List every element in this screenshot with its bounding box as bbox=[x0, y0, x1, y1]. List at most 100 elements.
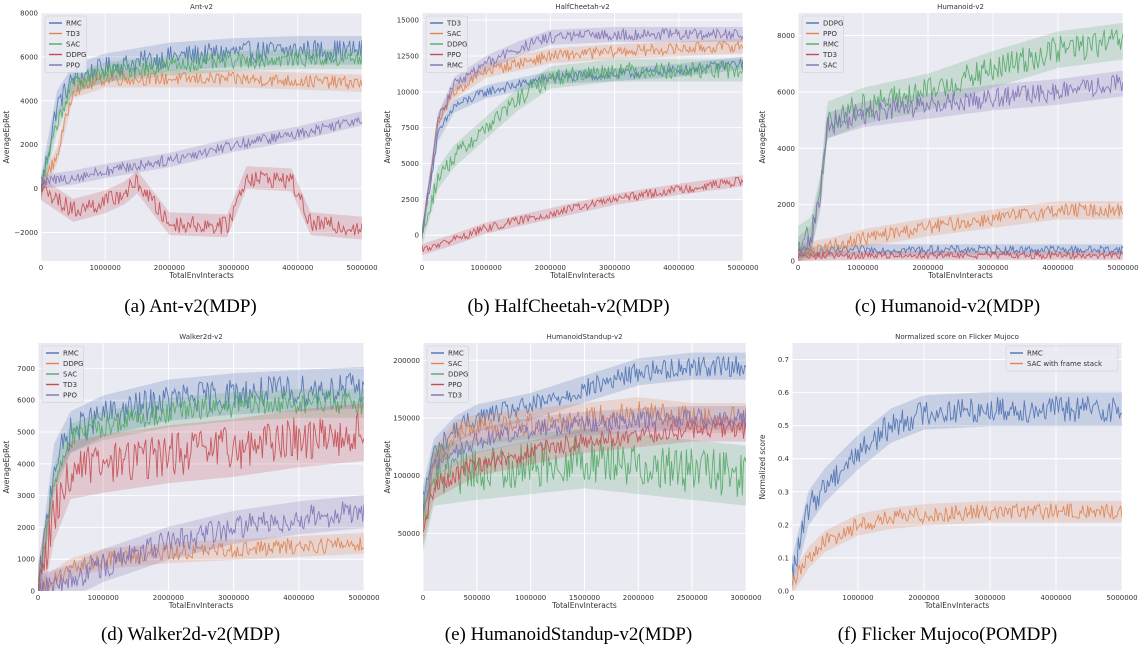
series-band bbox=[423, 417, 746, 546]
x-tick-label: 4000000 bbox=[282, 264, 313, 272]
series-ddpg bbox=[422, 59, 743, 247]
chart-svg: 0 1000000 2000000 3000000 4000000 5000000 −200… bbox=[2, 3, 378, 280]
y-tick-label: 1000 bbox=[17, 556, 35, 564]
series-ppo bbox=[422, 175, 743, 256]
series-line bbox=[423, 437, 746, 521]
y-tick-label: 6000 bbox=[777, 88, 795, 96]
y-tick-label: 6000 bbox=[20, 53, 38, 61]
figure-caption: (b) HalfCheetah-v2(MDP) bbox=[467, 296, 670, 317]
y-tick-label: 0 bbox=[791, 258, 795, 266]
series-sac-with-frame-stack bbox=[792, 500, 1122, 591]
y-tick-label: 0.7 bbox=[778, 356, 789, 364]
legend-label: SAC bbox=[448, 360, 462, 368]
x-tick-label: 0 bbox=[790, 594, 794, 602]
y-tick-label: 3000 bbox=[17, 492, 35, 500]
series-rmc bbox=[423, 352, 746, 513]
y-tick-label: 10000 bbox=[397, 88, 419, 96]
legend-label: RMC bbox=[823, 41, 839, 49]
y-tick-label: 0.2 bbox=[778, 521, 789, 529]
x-axis-label: TotalEnvInteracts bbox=[927, 271, 993, 280]
series-line bbox=[41, 50, 362, 192]
y-tick-label: 12500 bbox=[397, 53, 419, 61]
legend-label: RMC bbox=[66, 20, 82, 28]
x-tick-label: 500000 bbox=[463, 594, 490, 602]
y-axis-label: AverageEpRet bbox=[383, 111, 392, 164]
x-tick-label: 5000000 bbox=[727, 264, 758, 272]
x-tick-label: 2000000 bbox=[908, 594, 939, 602]
y-tick-label: 200000 bbox=[393, 357, 420, 365]
y-tick-label: 4000 bbox=[17, 460, 35, 468]
figure-caption: (e) HumanoidStandup-v2(MDP) bbox=[444, 624, 693, 645]
x-tick-label: 4000000 bbox=[1042, 264, 1073, 272]
series-rmc bbox=[422, 27, 743, 243]
x-tick-label: 2000000 bbox=[153, 594, 184, 602]
legend-label: TD3 bbox=[62, 381, 77, 389]
legend: TD3 SAC DDPG PPO RMC bbox=[425, 15, 468, 73]
y-axis-label: AverageEpRet bbox=[758, 111, 767, 164]
x-tick-label: 3000000 bbox=[599, 264, 630, 272]
chart-title: Normalized score on Flicker Mujoco bbox=[895, 333, 1019, 341]
x-tick-label: 2000000 bbox=[623, 594, 654, 602]
y-tick-label: 0 bbox=[34, 185, 38, 193]
series-ppo bbox=[38, 495, 364, 591]
x-tick-label: 0 bbox=[36, 594, 40, 602]
x-axis-label: TotalEnvInteracts bbox=[168, 271, 234, 280]
y-tick-label: 0.4 bbox=[778, 455, 790, 463]
x-tick-label: 5000000 bbox=[346, 264, 377, 272]
x-tick-label: 4000000 bbox=[283, 594, 314, 602]
series-band bbox=[38, 495, 364, 591]
chart-panel: 0 1000000 2000000 3000000 4000000 5000000 −200… bbox=[0, 0, 380, 290]
y-tick-label: 100000 bbox=[393, 472, 420, 480]
series-band bbox=[41, 166, 362, 240]
chart-title: Walker2d-v2 bbox=[179, 333, 223, 341]
series-sac bbox=[38, 388, 364, 591]
legend: RMC SAC DDPG PPO TD3 bbox=[426, 345, 469, 403]
series-line bbox=[41, 169, 362, 237]
series-ddpg bbox=[423, 428, 746, 552]
series-ddpg bbox=[38, 533, 364, 591]
y-tick-label: 150000 bbox=[393, 414, 420, 422]
chart-panel: 0 1000000 2000000 3000000 4000000 5000000 0.0 0… bbox=[756, 330, 1138, 620]
series-line bbox=[38, 537, 364, 591]
y-tick-label: 0.1 bbox=[778, 554, 789, 562]
legend-label: PPO bbox=[448, 381, 462, 389]
y-tick-label: 8000 bbox=[777, 32, 795, 40]
y-tick-label: 4000 bbox=[20, 97, 38, 105]
legend-label: TD3 bbox=[446, 20, 461, 28]
series-line bbox=[38, 391, 364, 591]
figure-caption: (a) Ant-v2(MDP) bbox=[124, 296, 257, 317]
y-tick-label: 2000 bbox=[20, 141, 38, 149]
x-tick-label: 3000000 bbox=[977, 264, 1008, 272]
y-tick-label: 6000 bbox=[17, 397, 35, 405]
x-tick-label: 2000000 bbox=[535, 264, 566, 272]
series-td3 bbox=[38, 403, 364, 591]
series-ddpg bbox=[41, 166, 362, 240]
series-band bbox=[423, 428, 746, 552]
series-line bbox=[422, 27, 743, 233]
x-tick-label: 0 bbox=[421, 594, 425, 602]
figure-caption: (d) Walker2d-v2(MDP) bbox=[100, 624, 281, 645]
chart-title: HalfCheetah-v2 bbox=[555, 3, 609, 11]
series-line bbox=[38, 412, 364, 591]
y-tick-label: 4000 bbox=[777, 145, 795, 153]
series-band bbox=[422, 59, 743, 247]
chart-panel: 0 1000000 2000000 3000000 4000000 5000000 0 100… bbox=[0, 330, 380, 620]
x-tick-label: 2000000 bbox=[912, 264, 943, 272]
chart-panel: 0 500000 1000000 1500000 2000000 2500000 30000… bbox=[381, 330, 762, 620]
legend-label: DDPG bbox=[447, 41, 467, 49]
legend-label: TD3 bbox=[822, 51, 837, 59]
x-tick-label: 5000000 bbox=[1107, 264, 1138, 272]
x-tick-label: 3000000 bbox=[218, 594, 249, 602]
series-ddpg bbox=[798, 244, 1123, 258]
x-tick-label: 1000000 bbox=[90, 264, 121, 272]
x-tick-label: 1000000 bbox=[471, 264, 502, 272]
series-td3 bbox=[798, 250, 1123, 261]
series-ppo bbox=[41, 111, 362, 190]
series-ppo bbox=[423, 417, 746, 546]
x-tick-label: 4000000 bbox=[663, 264, 694, 272]
x-tick-label: 3000000 bbox=[974, 594, 1005, 602]
series-sac bbox=[41, 49, 362, 199]
y-axis-label: AverageEpRet bbox=[2, 441, 11, 494]
y-tick-label: 0 bbox=[415, 232, 419, 240]
series-ppo bbox=[798, 201, 1123, 261]
